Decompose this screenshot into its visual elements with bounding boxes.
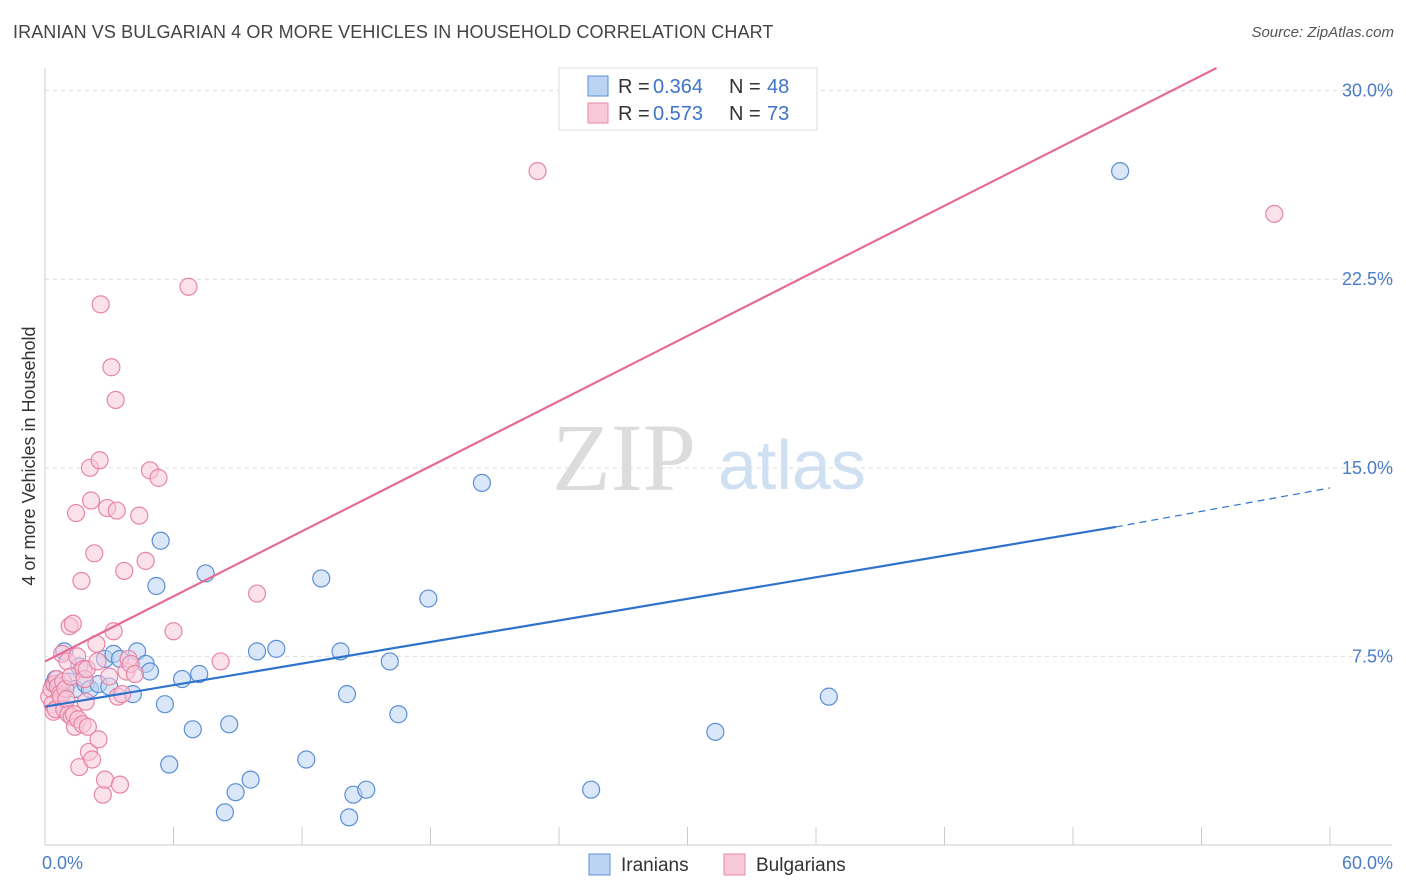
bulgarian-point-53 — [110, 775, 130, 794]
iranian-point-46 — [1111, 161, 1130, 181]
bulgarian-point-20 — [63, 614, 82, 633]
iranian-point-28 — [226, 783, 245, 802]
x-ticks — [44, 827, 1331, 845]
y-tick-label-3: 30.0% — [1342, 81, 1393, 101]
bulgarian-point-38 — [85, 544, 104, 563]
iranian-point-41 — [419, 589, 438, 608]
bulgarian-point-42 — [90, 451, 109, 470]
bottom-legend: Iranians Bulgarians — [588, 853, 846, 876]
legend: R = 0.364 N = 48 R = 0.573 N = 73 — [558, 67, 818, 131]
bulgarian-point-68 — [528, 161, 547, 181]
bulgarian-point-69 — [1265, 204, 1284, 223]
bulgarian-point-66 — [211, 652, 230, 671]
y-tick-label-1: 15.0% — [1342, 458, 1393, 478]
y-tick-label-2: 22.5% — [1342, 269, 1393, 289]
bulgarian-point-48 — [102, 358, 121, 377]
iranian-point-18 — [147, 576, 166, 596]
bulgarian-point-63 — [149, 468, 168, 487]
bulgarian-point-64 — [164, 622, 183, 641]
bulgarian-point-47 — [100, 667, 119, 686]
bulgarian-point-55 — [115, 561, 134, 581]
iranian-point-21 — [160, 755, 179, 774]
trendline-iranians-extension — [1115, 487, 1331, 528]
iranian-point-36 — [340, 808, 359, 827]
bulgarian-point-51 — [107, 501, 126, 520]
iranian-point-45 — [819, 687, 838, 706]
bulgarian-point-27 — [72, 571, 91, 591]
iranian-point-42 — [472, 473, 491, 493]
bottom-legend-swatch-iranians — [588, 853, 611, 876]
iranian-point-32 — [297, 750, 316, 769]
legend-n-label-iranians: N = — [729, 76, 761, 98]
iranian-point-33 — [312, 569, 331, 588]
bulgarian-point-67 — [247, 584, 267, 603]
bulgarian-point-33 — [78, 717, 97, 736]
bulgarian-point-37 — [83, 750, 102, 769]
iranian-point-27 — [220, 715, 239, 734]
y-tick-label-0: 7.5% — [1352, 646, 1393, 666]
trendlines — [44, 67, 1331, 708]
bulgarian-point-43 — [91, 295, 110, 314]
bulgarian-point-65 — [179, 277, 198, 296]
axes — [44, 68, 1392, 846]
bulgarian-point-41 — [89, 730, 108, 749]
bulgarian-point-49 — [104, 622, 123, 641]
iranian-point-43 — [582, 780, 601, 799]
bulgarian-point-61 — [136, 551, 155, 570]
watermark-atlas: atlas — [718, 426, 866, 504]
iranian-point-19 — [151, 531, 170, 550]
bulgarian-point-50 — [106, 390, 125, 410]
iranian-point-26 — [215, 803, 234, 822]
legend-swatch-iranians — [587, 75, 609, 97]
bottom-legend-swatch-bulgarians — [723, 853, 746, 876]
gridlines — [45, 90, 1392, 657]
legend-r-label-bulgarians: R = — [618, 103, 650, 125]
legend-n-value-iranians: 48 — [767, 76, 789, 98]
x-tick-label-1: 60.0% — [1342, 853, 1393, 873]
bulgarian-point-40 — [88, 652, 107, 671]
iranian-point-31 — [267, 639, 286, 658]
legend-r-label-iranians: R = — [618, 76, 650, 98]
bulgarian-point-36 — [81, 491, 101, 510]
watermark-zip: ZIP — [552, 404, 696, 511]
x-tick-label-0: 0.0% — [42, 853, 83, 873]
source-credit: Source: ZipAtlas.com — [1251, 24, 1394, 41]
iranian-point-17 — [140, 662, 160, 681]
iranian-point-23 — [183, 720, 202, 739]
series-bulgarians — [40, 161, 1284, 804]
legend-r-value-iranians: 0.364 — [653, 76, 703, 98]
iranian-point-20 — [155, 695, 175, 714]
legend-n-label-bulgarians: N = — [729, 103, 761, 125]
x-tick-labels: 0.0% 60.0% — [42, 853, 1393, 873]
bulgarian-point-60 — [130, 506, 149, 525]
bottom-legend-label-bulgarians: Bulgarians — [756, 855, 846, 876]
iranian-point-24 — [190, 664, 209, 684]
legend-r-value-bulgarians: 0.573 — [653, 103, 703, 125]
iranian-point-44 — [706, 722, 725, 741]
iranian-point-30 — [247, 642, 267, 661]
iranian-point-29 — [241, 770, 260, 789]
trendline-iranians — [44, 525, 1117, 708]
y-axis-label: 4 or more Vehicles in Household — [19, 326, 39, 585]
bulgarian-point-44 — [93, 785, 112, 804]
trendline-bulgarians — [44, 67, 1217, 663]
bottom-legend-label-iranians: Iranians — [621, 855, 689, 876]
legend-n-value-bulgarians: 73 — [767, 103, 789, 125]
legend-swatch-bulgarians — [587, 102, 609, 124]
iranian-point-38 — [357, 780, 376, 799]
iranian-point-40 — [389, 705, 408, 724]
bulgarian-point-23 — [66, 503, 86, 523]
chart-title: IRANIAN VS BULGARIAN 4 OR MORE VEHICLES … — [13, 22, 774, 42]
iranian-point-35 — [337, 685, 357, 704]
bulgarian-point-59 — [125, 664, 145, 684]
y-tick-labels: 7.5% 15.0% 22.5% 30.0% — [1342, 81, 1393, 667]
iranian-point-39 — [380, 652, 399, 671]
